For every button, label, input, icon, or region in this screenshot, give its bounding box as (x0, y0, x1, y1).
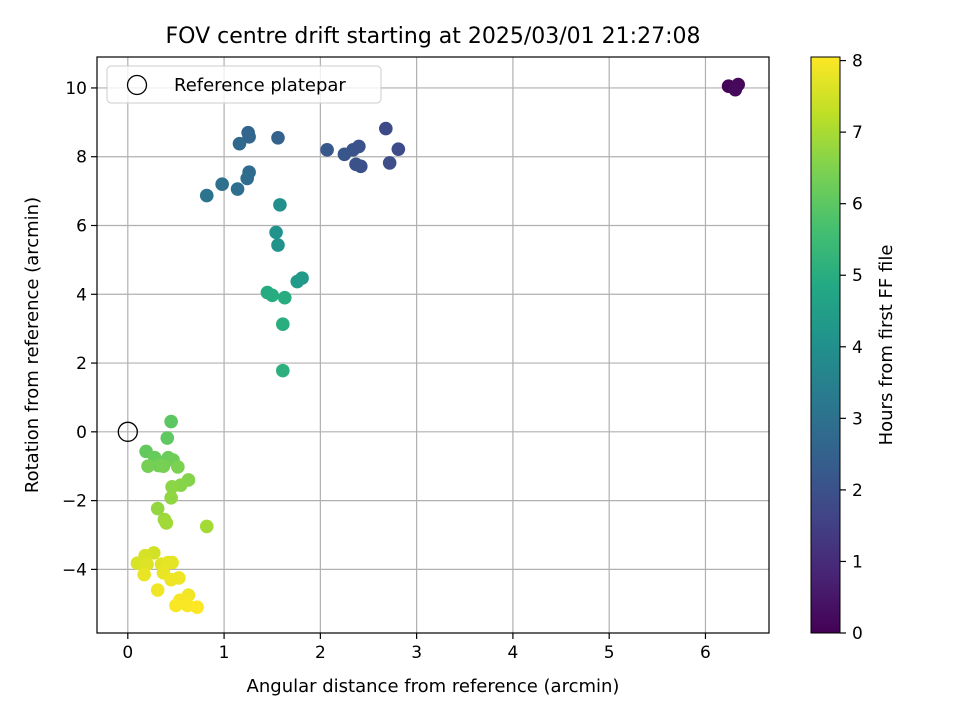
y-tick-label: 10 (65, 79, 87, 99)
grid (97, 57, 769, 633)
colorbar-tick-label: 1 (852, 552, 863, 572)
x-tick-label: 4 (507, 643, 518, 663)
x-tick-label: 5 (604, 643, 615, 663)
y-tick-label: 2 (76, 354, 87, 374)
data-point (137, 567, 151, 582)
x-tick-label: 3 (411, 643, 422, 663)
colorbar-gradient (810, 56, 841, 634)
data-point (199, 519, 214, 534)
data-point (276, 317, 290, 331)
data-point (242, 129, 256, 144)
data-point (190, 600, 204, 615)
y-tick-label: −2 (62, 492, 87, 512)
y-axis-ticks: −4 −2 0 2 4 6 8 10 (62, 79, 97, 580)
data-point (172, 571, 186, 585)
colorbar-tick-label: 2 (852, 481, 863, 501)
data-point (232, 136, 247, 151)
data-point (382, 156, 397, 170)
y-tick-label: 0 (76, 423, 87, 443)
data-point (150, 583, 165, 597)
data-point (230, 182, 245, 196)
data-point (240, 171, 254, 186)
data-point (159, 516, 174, 530)
data-point (320, 143, 334, 157)
y-axis-label: Rotation from reference (arcmin) (22, 197, 43, 493)
x-tick-label: 2 (315, 643, 326, 663)
data-point (391, 142, 406, 156)
data-points (117, 77, 745, 615)
y-tick-label: −4 (62, 560, 87, 580)
data-point (165, 555, 179, 570)
data-point (199, 188, 214, 203)
legend-label: Reference platepar (174, 75, 346, 96)
x-tick-label: 1 (219, 643, 230, 663)
colorbar-tick-label: 8 (852, 52, 863, 72)
plot-frame (96, 56, 770, 634)
data-point (277, 290, 292, 305)
data-point (271, 131, 285, 145)
legend-box (106, 65, 382, 104)
data-point (269, 225, 283, 240)
x-axis-ticks: 0 1 2 3 4 5 6 (122, 633, 711, 663)
data-point (141, 459, 155, 474)
data-point (169, 598, 183, 613)
data-point (150, 501, 165, 516)
colorbar: 0 1 2 3 4 5 6 7 8 Hours from first FF file (810, 52, 897, 644)
data-point (160, 431, 175, 445)
colorbar-tick-label: 6 (852, 195, 863, 215)
data-point (215, 177, 229, 192)
legend-marker-icon (126, 74, 148, 96)
data-point (164, 414, 178, 429)
x-axis-label: Angular distance from reference (arcmin) (247, 676, 620, 697)
colorbar-tick-label: 0 (852, 624, 863, 644)
data-point (265, 288, 280, 303)
x-tick-label: 6 (700, 643, 711, 663)
colorbar-ticks: 0 1 2 3 4 5 6 7 8 (840, 52, 863, 644)
data-point (728, 82, 743, 97)
chart-title: FOV centre drift starting at 2025/03/01 … (166, 24, 701, 49)
data-point (290, 274, 305, 289)
data-point (271, 238, 285, 252)
data-point (337, 147, 352, 162)
colorbar-tick-label: 4 (852, 338, 863, 358)
data-point (276, 363, 290, 378)
colorbar-tick-label: 5 (852, 266, 863, 286)
data-point (140, 557, 154, 572)
data-point (171, 460, 185, 474)
colorbar-tick-label: 3 (852, 409, 863, 429)
data-point (273, 198, 287, 212)
data-point (156, 459, 171, 474)
y-tick-label: 4 (76, 285, 87, 305)
x-tick-label: 0 (122, 643, 133, 663)
y-tick-label: 6 (76, 217, 87, 237)
data-point (379, 121, 393, 136)
reference-point (117, 421, 138, 442)
data-point (165, 480, 179, 494)
colorbar-tick-label: 7 (852, 123, 863, 143)
data-point (349, 157, 363, 172)
data-point (164, 491, 178, 505)
colorbar-label: Hours from first FF file (876, 245, 897, 446)
y-tick-label: 8 (76, 148, 87, 168)
legend: Reference platepar (106, 65, 382, 104)
